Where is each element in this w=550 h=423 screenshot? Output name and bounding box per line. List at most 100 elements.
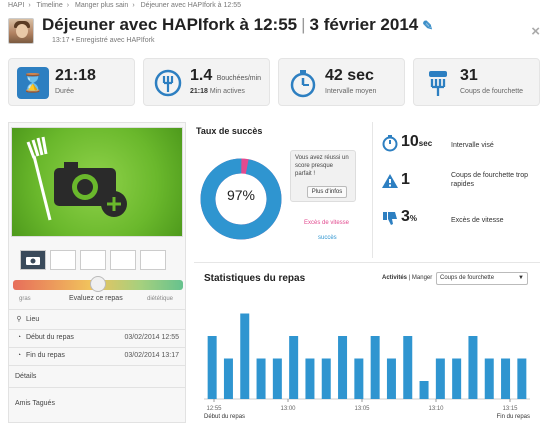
stat-fork-serving: 31 Coups de fourchette xyxy=(413,58,540,106)
x-tick-label: 12:55 xyxy=(206,406,222,412)
breadcrumb-item[interactable]: Manger plus sain xyxy=(75,2,129,9)
stat-label: Durée xyxy=(55,88,75,95)
chart-bar xyxy=(501,358,511,399)
chart-bar xyxy=(321,358,331,399)
fork-refresh-icon xyxy=(152,67,184,99)
chart-end-label: Fin du repas xyxy=(497,414,530,420)
success-tip: Vous avez réussi un score presque parfai… xyxy=(290,150,356,202)
x-tick-label: 13:15 xyxy=(502,406,518,412)
details-label[interactable]: Détails xyxy=(15,373,37,380)
stopwatch-icon xyxy=(381,134,399,152)
meal-sidebar: gras Evaluez ce repas diététique ⚲ Lieu ◔… xyxy=(8,122,186,423)
location-pin-icon: ⚲ xyxy=(16,316,22,323)
success-title: Taux de succès xyxy=(196,126,263,136)
page-title: Déjeuner avec HAPIfork à 12:55 | 3 février… xyxy=(42,15,433,35)
clock-icon: ◔ xyxy=(16,334,22,341)
photo-slot[interactable] xyxy=(140,250,166,270)
chart-bar xyxy=(435,358,445,399)
active-minutes-value: 21:18 xyxy=(190,88,208,95)
chart-bar xyxy=(289,336,299,399)
success-percent: 97% xyxy=(226,187,256,203)
filter-activities[interactable]: Activités xyxy=(382,275,408,281)
legend-excess: Excès de vitesse xyxy=(304,220,350,226)
photo-slot[interactable] xyxy=(110,250,136,270)
x-tick-label: 13:05 xyxy=(354,406,370,412)
chart-bar xyxy=(240,313,250,399)
metric-label: Intervalle visé xyxy=(451,142,494,149)
stat-unit: Bouchées/min xyxy=(216,75,262,82)
breadcrumb-item[interactable]: HAPI xyxy=(8,2,25,9)
stat-duration: ⌛ 21:18 Durée xyxy=(8,58,135,106)
meal-title: Déjeuner avec HAPIfork à 12:55 xyxy=(42,15,298,34)
metric-label: Excès de vitesse xyxy=(451,217,504,224)
metric-label: Coups de fourchette trop rapides xyxy=(451,172,529,188)
chart-bar xyxy=(468,336,478,399)
clock-icon: ◔ xyxy=(16,352,22,359)
pencil-icon[interactable]: ✎ xyxy=(422,18,434,33)
camera-add-icon xyxy=(26,136,127,221)
metric-value: 3% xyxy=(401,208,418,225)
photo-slot[interactable] xyxy=(80,250,106,270)
stat-interval: 42 sec Intervalle moyen xyxy=(278,58,405,106)
close-icon[interactable]: × xyxy=(531,23,540,40)
meal-header: Déjeuner avec HAPIfork à 12:55 | 3 février… xyxy=(0,10,550,50)
x-tick-label: 13:10 xyxy=(428,406,444,412)
stat-value: 21:18 xyxy=(55,67,96,84)
title-separator: | xyxy=(301,15,306,34)
rating-good-label: diététique xyxy=(147,296,174,302)
meal-stats-panel: Statistiques du repas Activités | Manger… xyxy=(194,262,540,423)
filter-eat[interactable]: Manger xyxy=(411,275,433,281)
chart-filters: Activités | Manger xyxy=(382,275,433,281)
stat-label: Intervalle moyen xyxy=(325,88,377,95)
chart-bar xyxy=(272,358,282,399)
breadcrumb-item[interactable]: Timeline xyxy=(36,2,63,9)
meal-end-date: 03/02/2014 13:17 xyxy=(124,352,180,359)
target-metrics: 10sec Intervalle visé 1 Coups de fourche… xyxy=(372,122,542,258)
more-info-button[interactable]: Plus d'infos xyxy=(307,186,347,198)
breadcrumb-item: Déjeuner avec HAPIfork à 12:55 xyxy=(140,2,242,9)
stat-value: 1.4 Bouchées/min xyxy=(190,67,262,84)
metric-select[interactable]: Coups de fourchette ▼ xyxy=(436,272,528,285)
stat-bites-per-minute: 1.4 Bouchées/min 21:18 Min actives xyxy=(143,58,270,106)
warning-icon xyxy=(381,172,399,190)
breadcrumb: HAPI › Timeline › Manger plus sain › Déjeun… xyxy=(8,2,242,9)
meal-start-row[interactable]: ◔ Début du repas xyxy=(16,334,74,341)
fork-icon xyxy=(422,67,454,99)
hourglass-icon: ⌛ xyxy=(17,67,49,99)
chart-bar xyxy=(223,358,233,399)
chart-bar xyxy=(419,381,429,399)
chart-bar xyxy=(403,336,413,399)
photo-slot[interactable] xyxy=(50,250,76,270)
meal-stats-bar-chart: 12:55 13:00 13:05 13:10 13:15 Début du repas F… xyxy=(204,313,530,420)
stat-value: 31 xyxy=(460,67,478,84)
avatar[interactable] xyxy=(8,18,34,44)
place-row[interactable]: ⚲ Lieu xyxy=(16,316,40,323)
metric-value: 10sec xyxy=(401,133,433,150)
chart-bar xyxy=(256,358,266,399)
x-tick-label: 13:00 xyxy=(280,406,296,412)
chart-bar xyxy=(305,358,315,399)
chart-start-label: Début du repas xyxy=(204,414,245,420)
photo-thumbnails xyxy=(20,250,166,270)
stopwatch-icon xyxy=(287,67,319,99)
meal-start-date: 03/02/2014 12:55 xyxy=(124,334,180,341)
meal-end-row[interactable]: ◔ Fin du repas xyxy=(16,352,65,359)
metric-value: 1 xyxy=(401,171,410,188)
caret-down-icon: ▼ xyxy=(518,275,524,281)
chart-title: Statistiques du repas xyxy=(204,273,306,284)
chart-bar xyxy=(517,358,527,399)
chart-bar xyxy=(207,336,217,399)
meal-photo-placeholder[interactable] xyxy=(11,127,183,237)
meal-subtitle: 13:17 • Enregistré avec HAPIfork xyxy=(52,37,155,44)
rating-slider-handle[interactable] xyxy=(90,276,106,292)
stat-value: 42 sec xyxy=(325,67,374,84)
chart-bar xyxy=(452,358,462,399)
legend-success: succès xyxy=(318,235,337,241)
stat-label: 21:18 Min actives xyxy=(190,88,245,95)
tip-text: Vous avez réussi un score presque parfai… xyxy=(295,155,349,177)
camera-icon[interactable] xyxy=(20,250,46,270)
rating-bad-label: gras xyxy=(19,296,31,302)
chart-bar xyxy=(338,336,348,399)
chart-bar xyxy=(484,358,494,399)
tagged-friends-label[interactable]: Amis Tagués xyxy=(15,400,55,407)
